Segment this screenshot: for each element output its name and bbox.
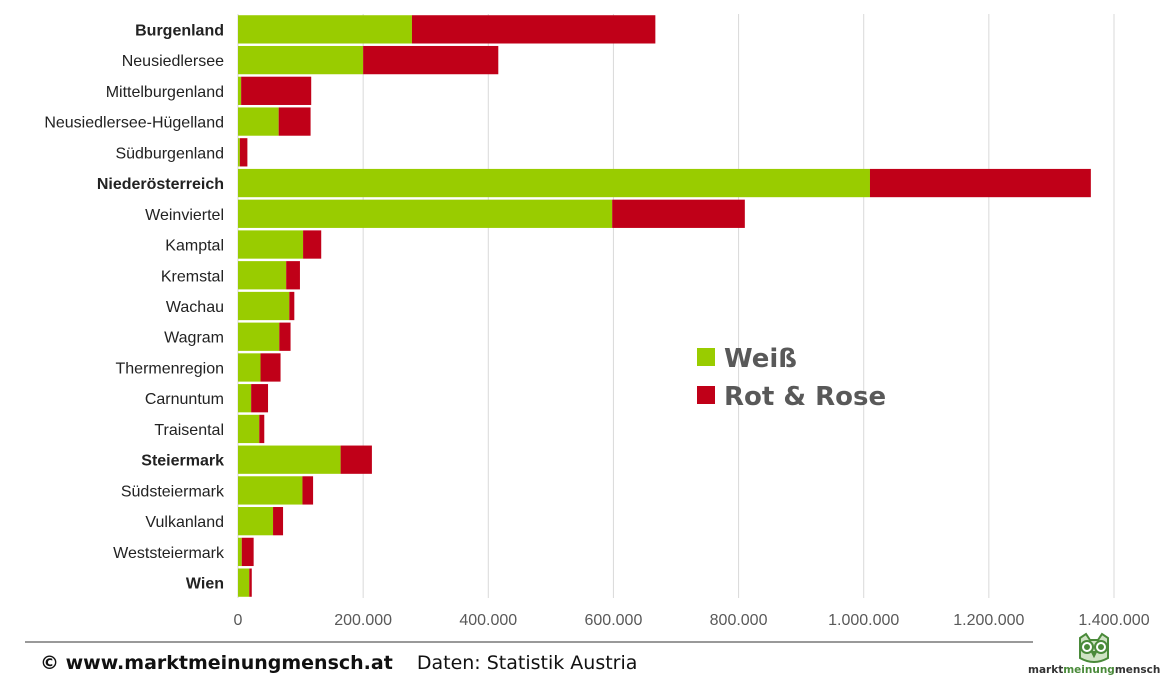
bar-segment-weiss <box>238 384 252 413</box>
category-label: Weinviertel <box>145 207 224 224</box>
bar-segment-weiss <box>238 414 260 444</box>
bar-segment-rot-rose <box>411 15 656 44</box>
bars <box>238 15 1091 597</box>
category-label: Mittelburgenland <box>106 84 224 101</box>
brand-logo: marktmeinungmensch <box>1028 632 1160 682</box>
bar-segment-weiss <box>238 291 290 321</box>
category-label: Thermenregion <box>116 360 225 377</box>
bar-segment-rot-rose <box>278 107 311 136</box>
category-label: Südsteiermark <box>121 483 225 500</box>
legend: Weiß Rot & Rose <box>697 344 886 412</box>
x-tick-label: 800.000 <box>710 612 768 629</box>
bar-segment-rot-rose <box>289 291 295 321</box>
x-tick-label: 0 <box>234 612 243 629</box>
legend-swatch <box>697 348 715 366</box>
category-label: Neusiedlersee <box>122 53 224 70</box>
gridlines <box>237 14 1115 598</box>
bar-segment-weiss <box>238 107 279 136</box>
bar-segment-weiss <box>238 476 303 505</box>
category-label: Burgenland <box>135 22 224 39</box>
bar-segment-weiss <box>238 445 341 474</box>
category-label: Carnuntum <box>145 391 224 408</box>
footer: © www.marktmeinungmensch.at Daten: Stati… <box>40 652 637 674</box>
category-label: Kamptal <box>165 238 224 255</box>
bar-segment-rot-rose <box>249 568 252 597</box>
x-tick-label: 200.000 <box>334 612 392 629</box>
bar-segment-rot-rose <box>241 537 254 567</box>
bar-segment-weiss <box>238 199 613 228</box>
bar-segment-rot-rose <box>303 230 322 259</box>
owl-icon <box>1079 632 1109 663</box>
bar-segment-rot-rose <box>286 261 300 290</box>
bar-segment-rot-rose <box>273 507 284 536</box>
bar-segment-rot-rose <box>363 45 499 75</box>
bar-segment-weiss <box>238 168 870 198</box>
category-label: Neusiedlersee-Hügelland <box>44 115 224 132</box>
bar-segment-weiss <box>238 507 274 536</box>
bar-segment-rot-rose <box>869 168 1091 198</box>
bar-segment-rot-rose <box>340 445 372 474</box>
bar-segment-weiss <box>238 138 240 167</box>
bar-segment-rot-rose <box>260 353 281 382</box>
bar-segment-weiss <box>238 261 287 290</box>
bar-segment-weiss <box>238 230 304 259</box>
stacked-bar-chart: Burgenland Neusiedlersee Mittelburgenland N… <box>44 14 1150 629</box>
category-label: Wien <box>186 576 224 593</box>
logo-text-right: mensch <box>1114 664 1161 676</box>
bar-segment-rot-rose <box>279 322 291 351</box>
x-tick-label: 400.000 <box>459 612 517 629</box>
category-label: Wagram <box>164 330 224 347</box>
bar-segment-rot-rose <box>239 138 248 167</box>
bar-segment-rot-rose <box>241 76 312 105</box>
logo-text-left: markt <box>1028 664 1064 676</box>
data-source-text: Daten: Statistik Austria <box>416 652 638 674</box>
bar-segment-rot-rose <box>302 476 314 505</box>
category-label: Traisental <box>154 422 224 439</box>
logo-wordmark: marktmeinungmensch <box>1028 664 1160 676</box>
category-label: Wachau <box>166 299 224 316</box>
bar-segment-weiss <box>238 322 280 351</box>
x-tick-labels: 0 200.000 400.000 600.000 800.000 1.000.000 1.… <box>234 612 1150 629</box>
x-tick-label: 1.400.000 <box>1078 612 1149 629</box>
x-tick-label: 600.000 <box>585 612 643 629</box>
legend-swatch <box>697 386 715 404</box>
category-label: Steiermark <box>141 453 224 470</box>
category-label: Niederösterreich <box>97 176 224 193</box>
category-label: Weststeiermark <box>113 545 225 562</box>
bar-segment-weiss <box>238 76 242 105</box>
category-label: Kremstal <box>161 268 224 285</box>
x-tick-label: 1.000.000 <box>828 612 899 629</box>
category-label: Südburgenland <box>115 145 224 162</box>
footer-divider <box>25 641 1033 643</box>
logo-text-mid: meinung <box>1063 664 1115 676</box>
x-tick-label: 1.200.000 <box>953 612 1024 629</box>
bar-segment-weiss <box>238 537 242 567</box>
bar-segment-weiss <box>238 45 364 75</box>
legend-label: Rot & Rose <box>724 382 886 412</box>
bar-segment-rot-rose <box>259 414 265 444</box>
bar-segment-rot-rose <box>612 199 745 228</box>
bar-segment-weiss <box>238 353 261 382</box>
bar-segment-weiss <box>238 568 250 597</box>
bar-segment-weiss <box>238 15 412 44</box>
legend-label: Weiß <box>724 344 797 374</box>
bar-segment-rot-rose <box>251 384 269 413</box>
category-labels: Burgenland Neusiedlersee Mittelburgenland N… <box>44 22 225 592</box>
copyright-text: © www.marktmeinungmensch.at <box>40 652 393 674</box>
category-label: Vulkanland <box>145 514 224 531</box>
